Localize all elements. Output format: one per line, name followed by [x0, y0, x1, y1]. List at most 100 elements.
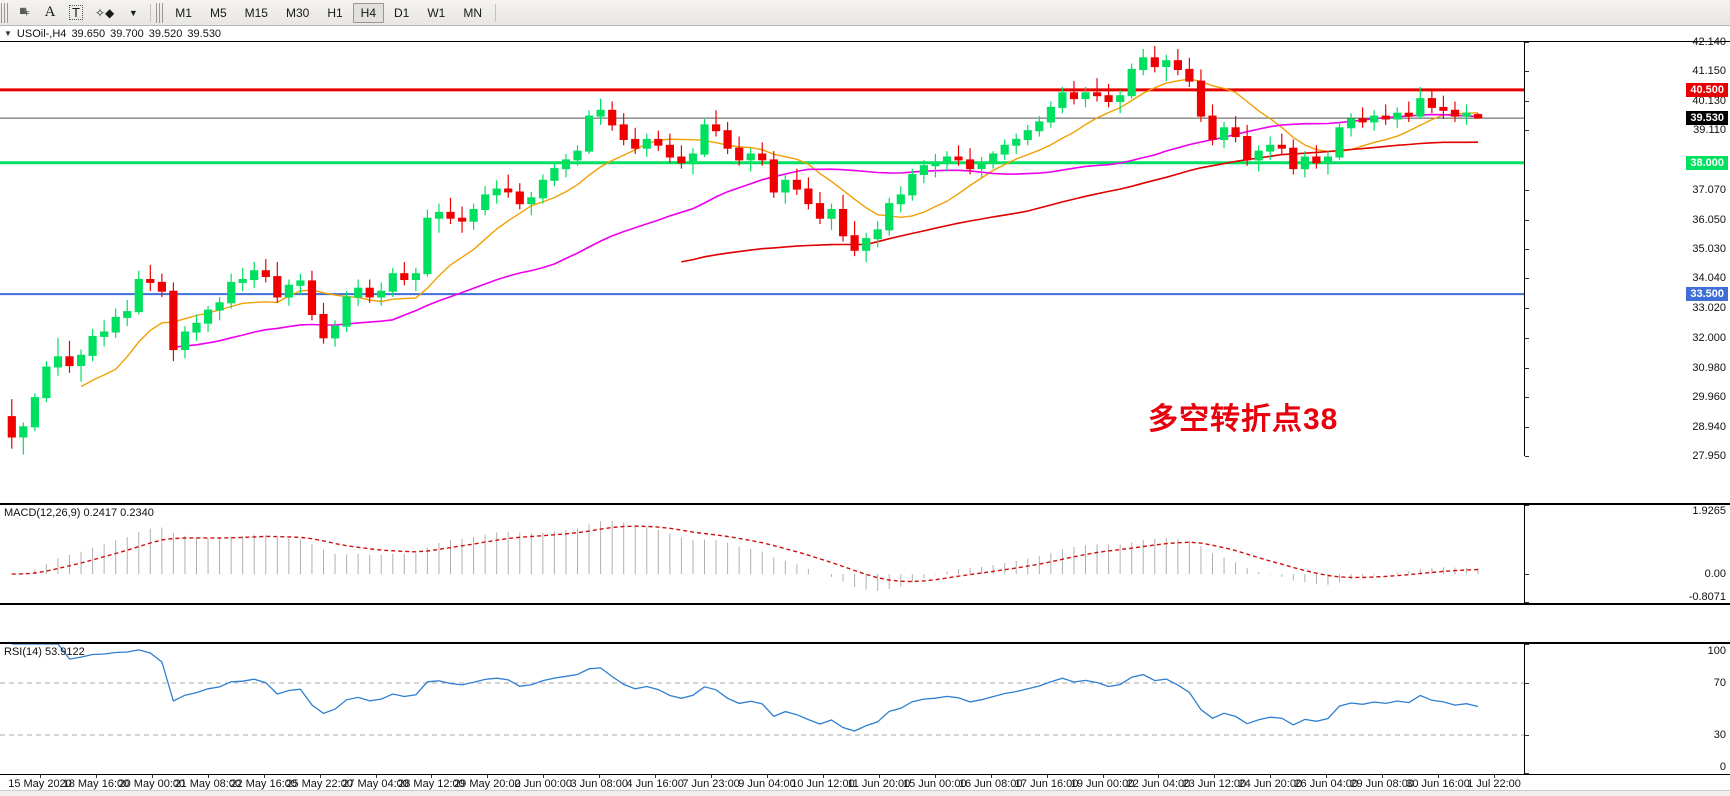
candle-body	[538, 179, 547, 199]
price-tick-label: 28.940	[1692, 421, 1726, 434]
ma-slow-line	[681, 141, 1479, 263]
timeframe-group: M1 M5 M15 M30 H1 H4 D1 W1 MN	[166, 2, 491, 23]
candle-body	[100, 331, 109, 337]
time-tick-label: 18 May 16:00	[62, 778, 130, 790]
price-tick-label: 33.020	[1692, 302, 1726, 315]
candle-body	[931, 162, 940, 167]
toolbar-drag-handle[interactable]	[1, 2, 8, 23]
candle-body	[850, 235, 859, 251]
candle-body	[712, 124, 721, 132]
price-tag-support[interactable]: 33.500	[1686, 287, 1728, 302]
candle-body	[1416, 98, 1425, 117]
candle-body	[1450, 109, 1460, 117]
price-tick-label: 27.950	[1692, 450, 1726, 462]
timeframe-m1[interactable]: M1	[175, 5, 192, 20]
objects-icon[interactable]: ✧◆	[90, 2, 119, 24]
text-a-icon[interactable]: A	[38, 2, 62, 24]
candle-body	[42, 366, 51, 399]
candle-body	[815, 203, 825, 219]
text-label-icon[interactable]: T	[64, 2, 88, 24]
time-tick	[934, 775, 936, 778]
price-plot[interactable]	[0, 42, 1524, 456]
candle-body	[1069, 92, 1079, 100]
collapse-icon[interactable]: ▼	[4, 29, 12, 38]
candle-body	[123, 311, 132, 318]
macd-tick	[1525, 602, 1529, 603]
candle-body	[1035, 121, 1044, 132]
time-tick	[1158, 775, 1160, 778]
candle-body	[1231, 127, 1240, 138]
candle-body	[954, 156, 963, 161]
timeframe-m5[interactable]: M5	[209, 5, 227, 20]
candle-body	[296, 280, 305, 286]
candle-body	[111, 316, 120, 333]
price-chart-panel: 42.140 41.150 40.130 39.110 37.070 36.050 35.0…	[0, 36, 1730, 462]
price-tick-label: 41.150	[1692, 64, 1726, 77]
candle-body	[204, 309, 213, 324]
price-tag-current-price[interactable]: 39.530	[1686, 111, 1728, 126]
candle-body	[1220, 127, 1229, 141]
candle-body	[1277, 144, 1286, 149]
price-tick	[1525, 219, 1529, 221]
candle-body	[342, 296, 351, 327]
price-tag-resistance[interactable]: 40.500	[1686, 82, 1728, 97]
price-axis[interactable]: 42.140 41.150 40.130 39.110 37.070 36.050 35.0…	[1524, 36, 1730, 462]
timeframe-drag-handle[interactable]	[156, 2, 164, 23]
macd-plot[interactable]	[0, 505, 1524, 603]
timeframe-m30[interactable]: M30	[285, 5, 310, 20]
time-tick	[1270, 775, 1272, 778]
rsi-plot[interactable]	[0, 644, 1524, 774]
price-tick-label: 36.050	[1692, 213, 1726, 226]
time-tick	[767, 775, 768, 778]
price-tag-pivot[interactable]: 38.000	[1686, 155, 1728, 170]
candle-body	[30, 397, 39, 428]
candle-body	[642, 138, 651, 149]
time-tick	[40, 775, 41, 778]
macd-tick-label: 1.9265	[1692, 505, 1726, 517]
time-tick	[207, 775, 209, 778]
time-tick-label: 20 May 00:00	[118, 778, 186, 790]
price-tick	[1525, 100, 1529, 102]
price-tick-label: 37.070	[1692, 183, 1726, 196]
ohlc-high: 39.700	[110, 27, 144, 40]
chevron-down-icon[interactable]: ▼	[121, 2, 145, 24]
candle-body	[573, 150, 582, 161]
candle-body	[1323, 156, 1333, 164]
price-tick	[1525, 130, 1529, 132]
candle-body	[561, 159, 571, 170]
candle-body	[977, 162, 986, 170]
candle-body	[411, 273, 420, 280]
timeframe-d1[interactable]: D1	[394, 5, 410, 20]
timeframe-h1[interactable]: H1	[327, 5, 343, 20]
price-tick-label: 34.040	[1692, 272, 1726, 285]
timeframe-m15[interactable]: M15	[244, 5, 268, 20]
rsi-axis: 100 70 30 0	[1524, 644, 1730, 774]
timeframe-mn[interactable]: MN	[463, 5, 483, 20]
ohlc-low: 39.520	[148, 27, 183, 40]
crosshair-f-icon[interactable]: ▦F	[12, 2, 36, 24]
symbol-info-bar: ▼ USOil-,H4 39.650 39.700 39.520 39.530	[0, 26, 1730, 42]
timeframe-w1[interactable]: W1	[427, 5, 446, 20]
candle-body	[1462, 112, 1471, 117]
time-tick	[878, 775, 880, 778]
price-tick	[1525, 397, 1529, 399]
time-tick-label: 3 Jun 08:00	[570, 778, 628, 790]
candle-body	[781, 179, 790, 193]
time-tick-label: 23 Jun 12:00	[1182, 778, 1247, 790]
candle-body	[1127, 68, 1136, 97]
time-tick	[1494, 775, 1495, 778]
candle-body	[654, 138, 663, 146]
price-tick	[1525, 278, 1529, 280]
candle-body	[423, 217, 432, 275]
time-tick	[319, 775, 321, 778]
price-tick	[1525, 42, 1529, 43]
candle-body	[238, 279, 247, 283]
timeframe-h4[interactable]: H4	[352, 2, 385, 23]
time-tick-label: 15 Jun 00:00	[902, 778, 967, 790]
candle-body	[1335, 127, 1344, 158]
macd-tick	[1525, 505, 1529, 506]
ohlc-close: 39.530	[187, 27, 222, 40]
time-tick-label: 24 Jun 20:00	[1238, 778, 1303, 790]
candle-body	[319, 314, 328, 339]
time-tick	[1326, 775, 1328, 778]
